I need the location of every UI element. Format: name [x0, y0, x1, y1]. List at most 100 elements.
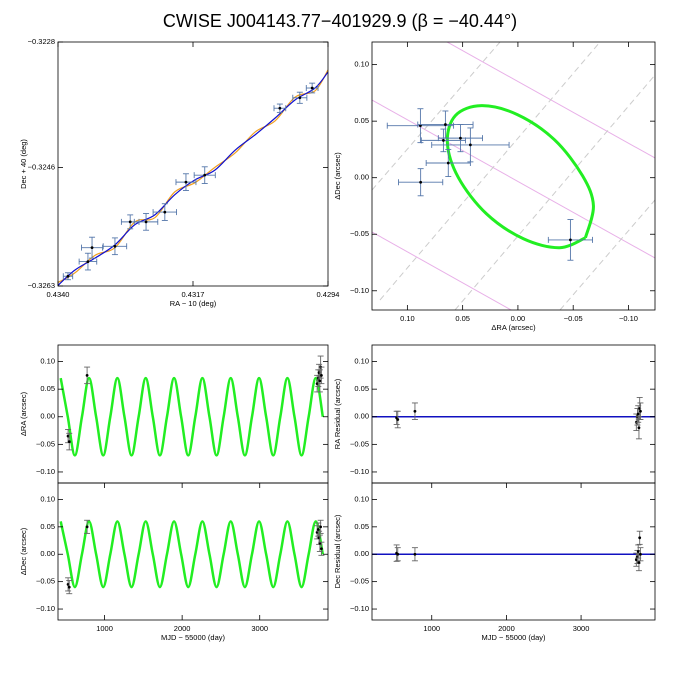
data-point: [85, 373, 89, 377]
data-point: [318, 379, 322, 383]
plot-frame: [371, 482, 656, 621]
data-point: [396, 418, 400, 421]
y-tick-label: −0.3228: [28, 37, 55, 46]
data-point: [468, 143, 472, 147]
data-point: [419, 180, 423, 184]
data-point: [638, 536, 642, 540]
y-tick-label: −0.3263: [28, 281, 55, 290]
plot-frame: [57, 41, 329, 287]
guide-line: [559, 199, 655, 310]
model-curve: [445, 104, 595, 250]
y-axis-label: Dec Residual (arcsec): [333, 514, 342, 588]
plot-area: [58, 69, 328, 286]
plot-area: [372, 396, 655, 440]
plot-area: [372, 530, 655, 572]
guide-line: [446, 42, 655, 159]
data-point: [113, 244, 117, 248]
x-tick-label: 0.4317: [182, 290, 205, 299]
data-point: [85, 525, 89, 529]
x-tick-label: 1000: [96, 624, 113, 633]
plot-frame: [57, 344, 329, 484]
data-point: [90, 246, 94, 250]
y-tick-label: −0.10: [36, 467, 55, 476]
x-tick-label: 3000: [573, 624, 590, 633]
x-tick-label: 1000: [423, 624, 440, 633]
plot-area: [59, 519, 325, 595]
data-point: [128, 220, 132, 224]
data-point: [66, 274, 70, 278]
plot-frame: [371, 344, 656, 484]
plot-area: [386, 104, 595, 261]
plot-frame: [57, 482, 329, 621]
x-tick-label: −0.05: [564, 314, 583, 323]
y-tick-label: −0.05: [350, 439, 369, 448]
x-tick-label: 0.4340: [47, 290, 70, 299]
data-point: [637, 426, 641, 430]
guide-line: [454, 74, 655, 310]
model-curve: [59, 520, 325, 589]
model-curve: [58, 71, 328, 286]
data-point: [315, 382, 319, 386]
data-point: [446, 161, 450, 165]
data-point: [396, 552, 400, 556]
y-tick-label: −0.05: [36, 577, 55, 586]
data-point: [298, 96, 302, 100]
data-point: [413, 552, 417, 556]
model-curve: [59, 376, 325, 457]
data-point: [637, 561, 641, 564]
background-guides: [372, 42, 655, 310]
x-tick-label: 0.4294: [317, 290, 340, 299]
y-tick-label: 0.00: [354, 412, 369, 421]
y-tick-label: 0.05: [354, 384, 369, 393]
y-tick-label: 0.00: [40, 549, 55, 558]
data-point: [569, 238, 572, 242]
x-tick-label: 0.00: [511, 314, 526, 323]
data-point: [442, 138, 445, 142]
data-point: [320, 547, 323, 551]
x-tick-label: 0.10: [400, 314, 415, 323]
data-point: [67, 440, 71, 443]
x-tick-label: −0.10: [619, 314, 638, 323]
model-curve: [58, 69, 328, 284]
x-tick-label: 0.05: [455, 314, 470, 323]
x-tick-label: 2000: [498, 624, 515, 633]
y-tick-label: −0.05: [350, 577, 369, 586]
data-point: [459, 136, 462, 140]
x-tick-label: 2000: [174, 624, 191, 633]
y-tick-label: −0.10: [350, 286, 369, 295]
guide-line: [372, 231, 513, 310]
data-point: [639, 552, 642, 556]
data-point: [444, 123, 447, 126]
data-point: [144, 220, 148, 224]
y-axis-label: Dec + 40 (deg): [19, 139, 28, 189]
x-axis-label: MJD − 55000 (day): [482, 633, 546, 642]
y-tick-label: 0.10: [354, 60, 369, 69]
data-point: [278, 106, 282, 110]
guide-line: [379, 42, 601, 301]
y-tick-label: 0.05: [354, 116, 369, 125]
y-tick-label: 0.10: [40, 494, 55, 503]
y-tick-label: 0.00: [40, 412, 55, 421]
y-tick-label: 0.10: [354, 494, 369, 503]
data-point: [66, 582, 70, 586]
data-point: [636, 550, 640, 553]
y-axis-label: RA Residual (arcsec): [333, 378, 342, 449]
data-point: [413, 409, 417, 413]
x-axis-label: RA − 10 (deg): [170, 299, 217, 308]
y-axis-label: ΔRA (arcsec): [19, 391, 28, 436]
y-tick-label: 0.00: [354, 173, 369, 182]
data-point: [203, 173, 207, 177]
data-point: [320, 373, 323, 377]
y-tick-label: 0.10: [40, 357, 55, 366]
y-axis-label: ΔDec (arcsec): [333, 152, 342, 200]
data-point: [319, 525, 323, 529]
data-point: [86, 260, 90, 263]
y-tick-label: −0.05: [350, 229, 369, 238]
y-tick-label: −0.05: [36, 439, 55, 448]
data-point: [184, 180, 188, 184]
plot-area: [59, 355, 325, 457]
y-tick-label: −0.10: [350, 467, 369, 476]
data-point: [316, 528, 320, 531]
